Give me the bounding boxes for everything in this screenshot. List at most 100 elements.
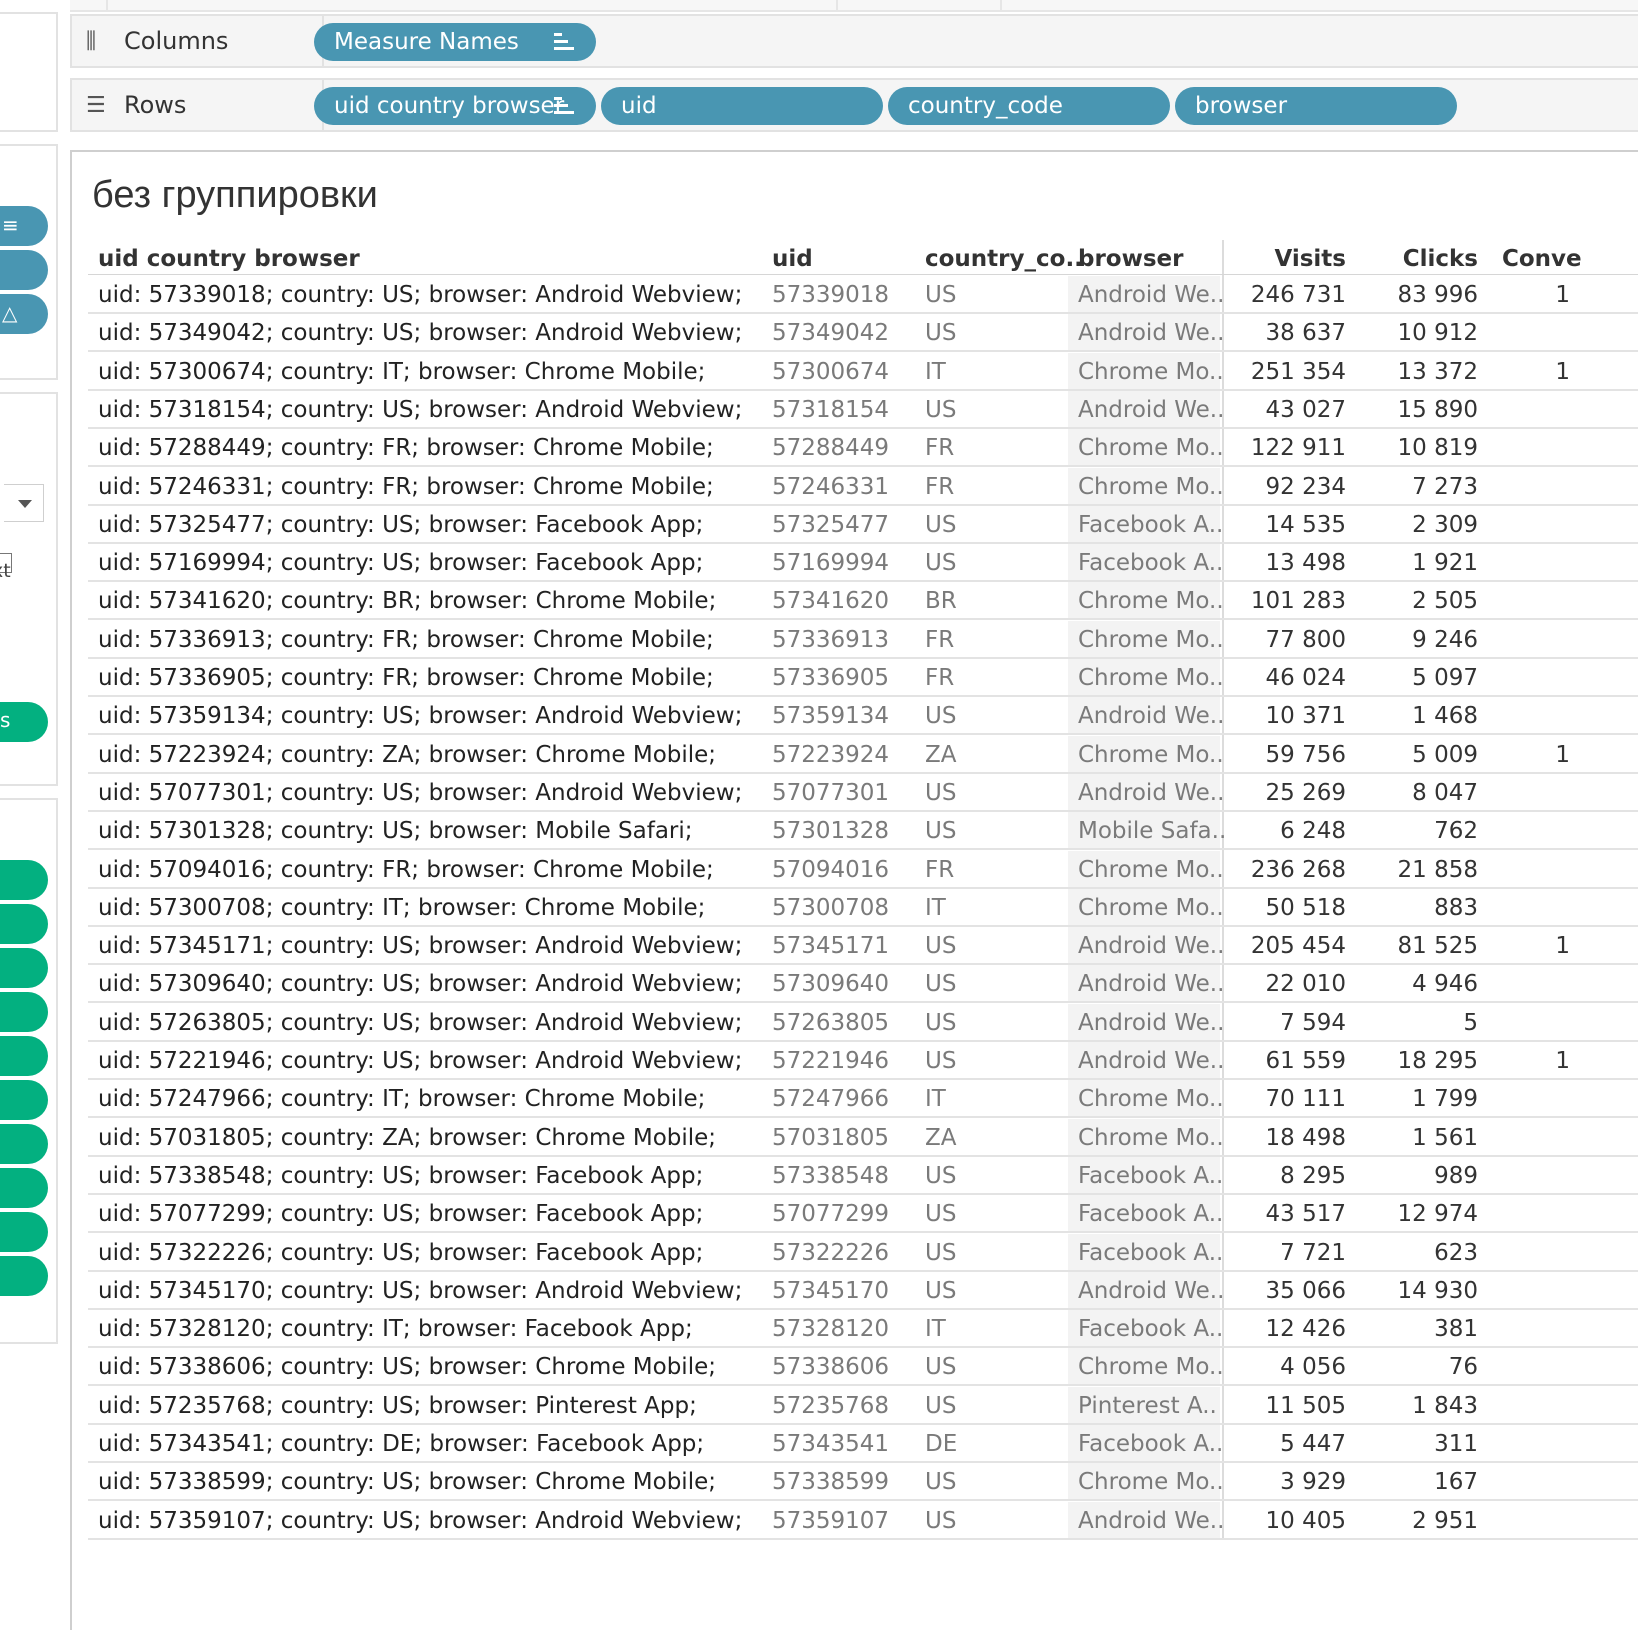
visits-cell: 12 426 xyxy=(1265,1316,1346,1343)
mark-type-dropdown[interactable] xyxy=(4,484,44,522)
measure-value-pill[interactable] xyxy=(0,1124,48,1164)
table-row[interactable]: uid: 57338606; country: US; browser: Chr… xyxy=(88,1348,1638,1387)
table-row[interactable]: uid: 57338599; country: US; browser: Chr… xyxy=(88,1463,1638,1502)
measure-value-pill[interactable] xyxy=(0,948,48,988)
conversions-cell xyxy=(1530,582,1570,618)
table-row[interactable]: uid: 57169994; country: US; browser: Fac… xyxy=(88,544,1638,583)
country-code-cell: US xyxy=(925,779,957,806)
delta-icon: △ xyxy=(2,301,18,325)
table-row[interactable]: uid: 57077299; country: US; browser: Fac… xyxy=(88,1195,1638,1234)
table-row[interactable]: uid: 57345170; country: US; browser: And… xyxy=(88,1271,1638,1310)
uid-cell: 57247966 xyxy=(772,1086,890,1113)
table-row[interactable]: uid: 57341620; country: BR; browser: Chr… xyxy=(88,582,1638,621)
table-row[interactable]: uid: 57246331; country: FR; browser: Chr… xyxy=(88,467,1638,506)
uid-cell: 57336905 xyxy=(772,665,890,691)
browser-cell: Android We.. xyxy=(1068,927,1224,964)
text-mark-icon[interactable] xyxy=(0,553,12,573)
uid-cell: 57336913 xyxy=(772,626,890,653)
row-label-cell: uid: 57077301; country: US; browser: And… xyxy=(98,779,743,806)
measure-value-pill[interactable] xyxy=(0,1212,48,1252)
uid-cell: 57235768 xyxy=(772,1392,890,1419)
table-row[interactable]: uid: 57325477; country: US; browser: Fac… xyxy=(88,505,1638,544)
uid-cell: 57328120 xyxy=(772,1316,890,1343)
header-clicks[interactable]: Clicks xyxy=(1402,246,1478,272)
table-row[interactable]: uid: 57336913; country: FR; browser: Chr… xyxy=(88,620,1638,659)
browser-cell: Android We.. xyxy=(1068,390,1224,427)
row-label-cell: uid: 57300674; country: IT; browser: Chr… xyxy=(98,358,706,385)
table-row[interactable]: uid: 57247966; country: IT; browser: Chr… xyxy=(88,1080,1638,1119)
table-row[interactable]: uid: 57339018; country: US; browser: And… xyxy=(88,276,1638,314)
table-row[interactable]: uid: 57031805; country: ZA; browser: Chr… xyxy=(88,1118,1638,1157)
table-row[interactable]: uid: 57288449; country: FR; browser: Chr… xyxy=(88,429,1638,468)
table-row[interactable]: uid: 57263805; country: US; browser: And… xyxy=(88,1003,1638,1042)
table-row[interactable]: uid: 57349042; country: US; browser: And… xyxy=(88,314,1638,353)
columns-shelf[interactable]: ⫼ Columns Measure Names xyxy=(70,14,1638,68)
measure-value-pill[interactable] xyxy=(0,992,48,1032)
measure-value-pill[interactable] xyxy=(0,1036,48,1076)
measure-value-pill[interactable] xyxy=(0,860,48,900)
marks-pill-delta[interactable]: △ xyxy=(0,294,48,334)
clicks-cell: 623 xyxy=(1434,1239,1478,1266)
table-row[interactable]: uid: 57322226; country: US; browser: Fac… xyxy=(88,1233,1638,1272)
row-label-cell: uid: 57094016; country: FR; browser: Chr… xyxy=(98,856,714,883)
table-row[interactable]: uid: 57094016; country: FR; browser: Chr… xyxy=(88,850,1638,889)
table-row[interactable]: uid: 57328120; country: IT; browser: Fac… xyxy=(88,1310,1638,1349)
table-row[interactable]: uid: 57301328; country: US; browser: Mob… xyxy=(88,812,1638,851)
toolbar-strip xyxy=(70,0,1638,12)
table-row[interactable]: uid: 57077301; country: US; browser: And… xyxy=(88,773,1638,812)
header-uid-country-browser[interactable]: uid country browser xyxy=(98,246,360,272)
row-label-cell: uid: 57263805; country: US; browser: And… xyxy=(98,1009,743,1036)
table-row[interactable]: uid: 57336905; country: FR; browser: Chr… xyxy=(88,659,1638,697)
table-row[interactable]: uid: 57221946; country: US; browser: And… xyxy=(88,1042,1638,1080)
table-row[interactable]: uid: 57300708; country: IT; browser: Chr… xyxy=(88,888,1638,927)
uid-cell: 57077301 xyxy=(772,779,890,806)
table-row[interactable]: uid: 57300674; country: IT; browser: Chr… xyxy=(88,352,1638,391)
header-country-code[interactable]: country_co.. xyxy=(925,246,1083,272)
clicks-cell: 1 468 xyxy=(1412,703,1478,730)
pill-browser[interactable]: browser xyxy=(1175,87,1457,125)
browser-cell: Chrome Mo.. xyxy=(1068,352,1224,389)
marks-pill[interactable] xyxy=(0,250,48,290)
conversions-cell: 1 xyxy=(1555,358,1570,385)
table-row[interactable]: uid: 57345171; country: US; browser: And… xyxy=(88,927,1638,966)
pill-measure-names[interactable]: Measure Names xyxy=(314,23,596,61)
table-row[interactable]: uid: 57223924; country: ZA; browser: Chr… xyxy=(88,735,1638,774)
country-code-cell: FR xyxy=(925,473,955,500)
measure-pill-partial[interactable]: s xyxy=(0,702,48,742)
row-label-cell: uid: 57301328; country: US; browser: Mob… xyxy=(98,818,693,845)
header-conversions[interactable]: Conve xyxy=(1502,246,1582,272)
pill-uid[interactable]: uid xyxy=(601,87,883,125)
country-code-cell: US xyxy=(925,1277,957,1304)
marks-pill-sorted[interactable]: ≡ xyxy=(0,206,48,246)
clicks-cell: 762 xyxy=(1434,818,1478,845)
browser-cell: Facebook A.. xyxy=(1068,505,1223,542)
measure-value-pill[interactable] xyxy=(0,904,48,944)
header-browser[interactable]: browser xyxy=(1078,246,1184,272)
conversions-cell xyxy=(1530,1080,1570,1116)
country-code-cell: ZA xyxy=(925,1124,957,1151)
table-row[interactable]: uid: 57235768; country: US; browser: Pin… xyxy=(88,1386,1638,1425)
conversions-cell xyxy=(1530,1119,1570,1155)
uid-cell: 57349042 xyxy=(772,320,890,347)
uid-cell: 57223924 xyxy=(772,741,890,768)
visits-cell: 3 929 xyxy=(1280,1469,1346,1496)
pill-uid-country-browser[interactable]: uid country browser xyxy=(314,87,596,125)
header-visits[interactable]: Visits xyxy=(1274,246,1346,272)
table-row[interactable]: uid: 57338548; country: US; browser: Fac… xyxy=(88,1156,1638,1195)
row-label-cell: uid: 57300708; country: IT; browser: Chr… xyxy=(98,894,706,921)
table-row[interactable]: uid: 57318154; country: US; browser: And… xyxy=(88,390,1638,429)
table-row[interactable]: uid: 57343541; country: DE; browser: Fac… xyxy=(88,1425,1638,1463)
conversions-cell xyxy=(1530,1310,1570,1346)
measure-value-pill[interactable] xyxy=(0,1080,48,1120)
measure-value-pill[interactable] xyxy=(0,1168,48,1208)
country-code-cell: US xyxy=(925,1162,957,1189)
rows-shelf[interactable]: ☰ Rows uid country browser uid country_c… xyxy=(70,78,1638,132)
table-row[interactable]: uid: 57359107; country: US; browser: And… xyxy=(88,1501,1638,1540)
table-row[interactable]: uid: 57359134; country: US; browser: And… xyxy=(88,697,1638,736)
table-row[interactable]: uid: 57309640; country: US; browser: And… xyxy=(88,965,1638,1004)
country-code-cell: DE xyxy=(925,1431,958,1457)
measure-value-pill[interactable] xyxy=(0,1256,48,1296)
header-uid[interactable]: uid xyxy=(772,246,813,272)
visits-cell: 236 268 xyxy=(1250,856,1346,883)
pill-country-code[interactable]: country_code xyxy=(888,87,1170,125)
